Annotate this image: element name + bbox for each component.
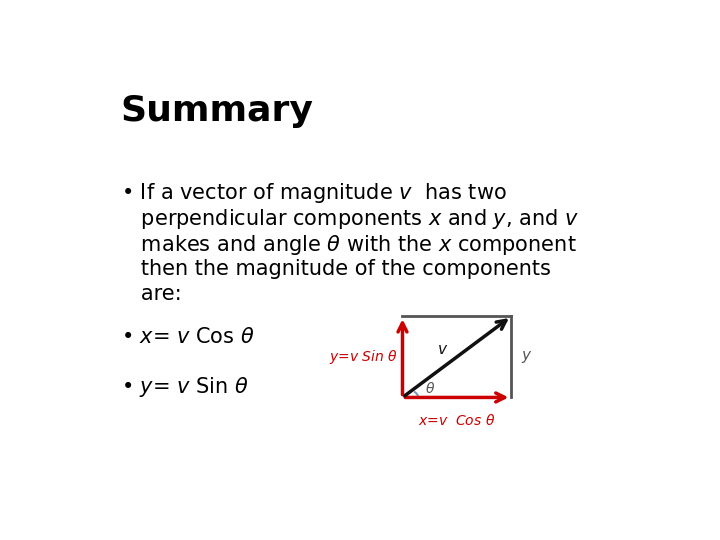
- Text: • $y$= $v$ Sin $\theta$: • $y$= $v$ Sin $\theta$: [121, 375, 248, 399]
- Text: $x$=v  Cos $\theta$: $x$=v Cos $\theta$: [418, 413, 495, 428]
- Text: $\theta$: $\theta$: [426, 381, 436, 396]
- Text: $v$: $v$: [437, 342, 449, 357]
- Text: $y$: $y$: [521, 349, 533, 365]
- Text: • $x$= $v$ Cos $\theta$: • $x$= $v$ Cos $\theta$: [121, 327, 254, 347]
- Text: perpendicular components $x$ and $y$, and $v$: perpendicular components $x$ and $y$, an…: [121, 207, 579, 231]
- Text: then the magnitude of the components: then the magnitude of the components: [121, 259, 551, 279]
- Text: makes and angle $\theta$ with the $x$ component: makes and angle $\theta$ with the $x$ co…: [121, 233, 577, 257]
- Text: • If a vector of magnitude $v$  has two: • If a vector of magnitude $v$ has two: [121, 181, 506, 205]
- Text: are:: are:: [121, 285, 181, 305]
- Text: Summary: Summary: [121, 94, 314, 128]
- Text: $y$=v Sin $\theta$: $y$=v Sin $\theta$: [329, 348, 398, 366]
